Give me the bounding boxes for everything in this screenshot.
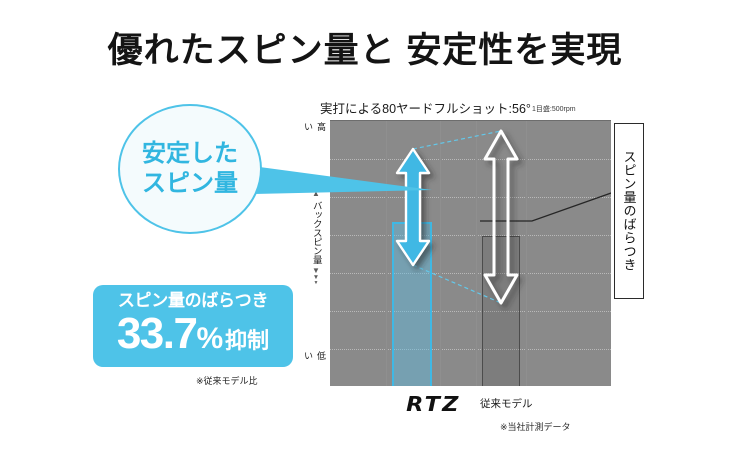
gridline-vertical [440,121,441,386]
gridline-horizontal [330,311,611,312]
bubble-tail-icon [252,166,432,194]
right-callout-box: スピン量のばらつき [614,123,644,299]
chart-footnote: ※当社計測データ [500,422,571,432]
gridline-horizontal [330,197,611,198]
triangle-down-small-icon: ▼ [313,280,319,286]
triangle-up-large-icon: ▲ [312,188,320,198]
triangle-down-large-icon: ▼ [312,265,320,275]
badge-caption: スピン量のばらつき [117,291,269,310]
gridline-vertical [386,121,387,386]
badge-number: 33.7 [116,308,198,358]
chart-title: 実打による80ヤードフルショット:56° [320,102,531,116]
gridline-horizontal [330,159,611,160]
chart-scale-note: 1目盛:500rpm [532,106,576,113]
bubble-line-1: 安定した [142,140,238,168]
category-label-rtz: RTZ [388,392,478,416]
spread-arrow-rtz [392,147,434,267]
axis-label-low: 低い [303,351,326,360]
axis-name: バックスピン量 [310,200,322,264]
triangle-down-medium-icon: ▼ [312,273,320,281]
gridline-horizontal [330,349,611,350]
callout-leader-line [480,192,611,222]
badge-suffix: 抑制 [225,327,270,353]
gridline-horizontal [330,273,611,274]
axis-label-high: 高い [303,122,326,131]
page-title: 優れたスピン量と 安定性を実現 [107,31,623,70]
spread-connector-lines [412,130,502,304]
spread-arrow-conventional [478,129,524,305]
right-callout-text: スピン量のばらつき [621,150,637,272]
plot-area [330,120,611,386]
gridline-vertical [476,121,477,386]
category-label-conventional: 従来モデル [480,398,533,410]
badge-percent-sign: % [196,321,224,355]
bubble-line-2: スピン量 [142,170,238,197]
gridline-horizontal [330,235,611,236]
bar-conventional [482,236,520,386]
stat-badge: スピン量のばらつき 33.7 % 抑制 [93,285,293,367]
gridline-vertical [526,121,527,386]
badge-footnote: ※従来モデル比 [196,376,258,386]
callout-bubble: 安定した スピン量 [118,104,262,234]
rtz-logo: RTZ [405,392,461,416]
badge-figure-row: 33.7 % 抑制 [93,308,293,358]
